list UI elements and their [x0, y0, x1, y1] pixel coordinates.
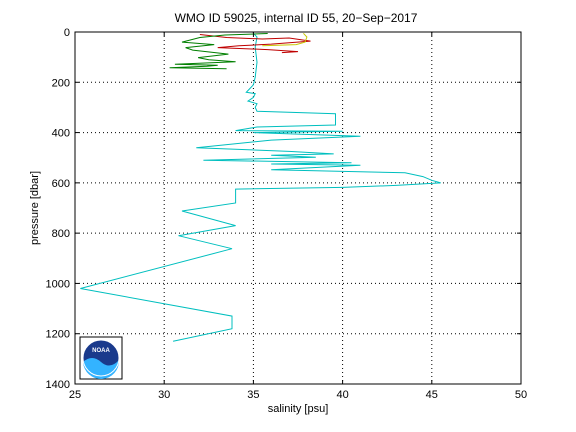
y-tick-label: 1000	[46, 278, 70, 290]
y-tick-label: 0	[64, 27, 70, 39]
chart-title: WMO ID 59025, internal ID 55, 20−Sep−201…	[175, 11, 418, 25]
y-tick-label: 600	[52, 178, 70, 190]
y-tick-label: 1400	[46, 379, 70, 391]
y-tick-label: 1200	[46, 329, 70, 341]
x-tick-label: 30	[158, 389, 170, 401]
x-tick-label: 50	[515, 389, 527, 401]
y-tick-label: 400	[52, 128, 70, 140]
x-tick-label: 35	[247, 389, 259, 401]
noaa-logo-text: NOAA	[92, 348, 110, 354]
series-layer	[80, 32, 441, 342]
x-tick-label: 45	[426, 389, 438, 401]
x-tick-label: 40	[336, 389, 348, 401]
series-line-3	[262, 32, 308, 47]
series-line-4	[169, 33, 268, 70]
y-tick-label: 200	[52, 77, 70, 89]
x-tick-label: 25	[69, 389, 81, 401]
series-line-1	[80, 32, 441, 342]
axes-frame	[74, 31, 522, 385]
series-line-2	[199, 34, 311, 54]
y-tick-labels: 0 200 400 600 800 1000 1200 1400	[46, 27, 70, 391]
plot-area	[75, 32, 521, 384]
grid-lines	[75, 32, 521, 384]
x-tick-labels: 25 30 35 40 45 50	[69, 389, 527, 401]
y-axis-label: pressure [dbar]	[29, 171, 41, 245]
noaa-logo: NOAA	[79, 336, 123, 380]
y-tick-label: 800	[52, 228, 70, 240]
x-axis-label: salinity [psu]	[268, 403, 329, 415]
